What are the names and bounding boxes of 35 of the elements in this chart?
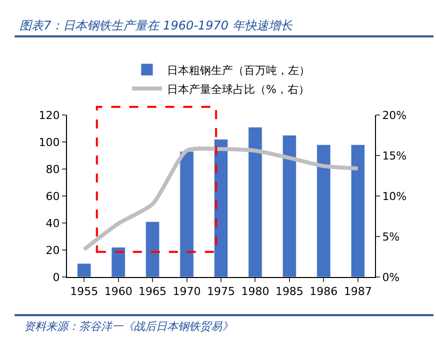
y2-tick-label: 0% bbox=[382, 270, 400, 284]
y-tick-label: 0 bbox=[52, 270, 60, 284]
legend-label: 日本粗钢生产（百万吨，左） bbox=[167, 64, 310, 77]
x-tick-label: 1970 bbox=[172, 285, 201, 298]
bar bbox=[145, 221, 160, 277]
bar bbox=[350, 144, 365, 277]
x-tick-label: 1955 bbox=[70, 285, 98, 298]
bar bbox=[248, 126, 262, 277]
x-tick-label: 1987 bbox=[344, 285, 372, 298]
y2-tick-label: 20% bbox=[382, 108, 407, 122]
bar bbox=[316, 144, 331, 277]
y-tick-label: 120 bbox=[38, 108, 60, 122]
bar bbox=[111, 247, 126, 277]
text: 资料来源：茶谷洋一《战后日本钢铁贸易》 bbox=[24, 320, 233, 333]
x-tick-label: 1985 bbox=[275, 285, 304, 298]
line-series bbox=[82, 146, 360, 252]
y2-tick-label: 15% bbox=[382, 149, 407, 162]
y-tick-label: 80 bbox=[46, 162, 60, 176]
y2-tick-label: 10% bbox=[382, 190, 407, 203]
bar bbox=[77, 263, 92, 277]
x-tick-label: 1965 bbox=[138, 285, 167, 298]
x-tick-label: 1980 bbox=[241, 285, 270, 298]
legend-label: 日本产量全球占比（%，右） bbox=[167, 82, 310, 96]
y-tick-label: 40 bbox=[46, 216, 60, 230]
bar bbox=[282, 135, 297, 277]
x-tick-label: 1960 bbox=[104, 285, 132, 298]
chart-title: 图表7：日本钢铁生产量在 1960-1970 年快速增长 bbox=[20, 18, 294, 32]
x-tick-label: 1986 bbox=[310, 285, 338, 298]
bar bbox=[214, 139, 228, 277]
bar bbox=[180, 151, 194, 277]
x-tick-label: 1975 bbox=[207, 285, 235, 298]
y-tick-label: 20 bbox=[46, 244, 60, 257]
y-tick-label: 60 bbox=[46, 190, 60, 203]
y-tick-label: 100 bbox=[38, 136, 60, 149]
y2-tick-label: 5% bbox=[382, 230, 400, 244]
